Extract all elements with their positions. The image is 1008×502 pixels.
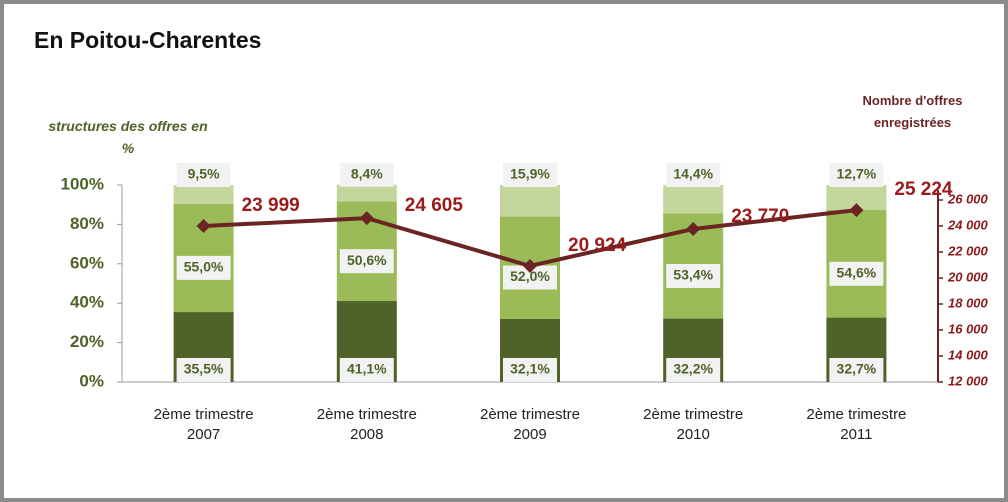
- value-label: 15,9%: [510, 166, 550, 182]
- value-label: 35,5%: [184, 361, 224, 377]
- value-label-box: [339, 162, 394, 187]
- line-value-label: 25 224: [894, 179, 953, 200]
- value-label-box: [829, 358, 884, 382]
- value-label-box: [503, 163, 557, 187]
- y2-tick-label: 24 000: [947, 217, 989, 232]
- y-tick-label: 0%: [79, 371, 104, 390]
- value-label: 32,1%: [510, 361, 550, 377]
- y2-tick-label: 22 000: [947, 243, 989, 258]
- x-tick-label: 2ème trimestre 2007: [153, 406, 254, 443]
- y2-tick-label: 18 000: [948, 295, 989, 310]
- value-label: 9,5%: [188, 166, 220, 182]
- value-label: 12,7%: [837, 166, 877, 182]
- bar-segment: [500, 185, 560, 217]
- value-label: 53,4%: [673, 267, 713, 283]
- line-value-label: 23 770: [731, 206, 789, 227]
- line-marker: [849, 203, 864, 218]
- value-label: 8,4%: [351, 166, 383, 182]
- value-label: 54,6%: [837, 265, 877, 281]
- line-value-label: 20 924: [568, 235, 627, 256]
- value-label-box: [176, 358, 231, 382]
- y2-tick-label: 14 000: [948, 347, 989, 362]
- line-value-label: 24 605: [405, 195, 464, 216]
- value-label-box: [339, 249, 394, 274]
- value-label-box: [829, 261, 884, 286]
- line-value-label: 23 999: [242, 195, 300, 216]
- value-label: 52,0%: [510, 268, 550, 284]
- y2-tick-label: 26 000: [947, 191, 989, 206]
- y2-tick-label: 20 000: [947, 269, 989, 284]
- value-label: 50,6%: [347, 252, 387, 268]
- chart-title: En Poitou-Charentes: [34, 27, 261, 53]
- value-label-box: [176, 163, 231, 187]
- value-label: 55,0%: [184, 259, 224, 275]
- x-tick-label: 2ème trimestre 2010: [643, 406, 744, 443]
- bar-segment: [336, 184, 397, 202]
- value-label: 32,7%: [837, 361, 877, 377]
- y-axis-title: structures des offres en %: [48, 118, 208, 156]
- value-label: 41,1%: [347, 361, 387, 377]
- bar-segment: [663, 185, 724, 214]
- value-label-box: [339, 358, 394, 382]
- y-tick-label: 80%: [70, 214, 104, 233]
- value-label-box: [503, 358, 557, 382]
- y-tick-label: 60%: [70, 253, 104, 272]
- y-tick-label: 20%: [70, 332, 104, 351]
- line-marker: [359, 211, 374, 226]
- y-tick-label: 40%: [70, 293, 104, 312]
- bar-segment: [173, 185, 234, 204]
- value-label: 32,2%: [673, 361, 713, 377]
- line-marker: [686, 221, 701, 236]
- y2-axis-title: Nombre d'offres enregistrées: [862, 93, 963, 130]
- x-tick-label: 2ème trimestre 2008: [316, 406, 417, 443]
- value-label-box: [176, 255, 231, 280]
- value-label-box: [829, 163, 884, 187]
- x-tick-label: 2ème trimestre 2009: [479, 406, 581, 443]
- value-label-box: [666, 263, 721, 288]
- line-marker: [196, 219, 211, 234]
- y2-tick-label: 12 000: [948, 373, 989, 388]
- value-label-box: [666, 163, 721, 187]
- y2-tick-label: 16 000: [948, 321, 989, 336]
- line-marker: [523, 258, 537, 273]
- y-tick-label: 100%: [61, 174, 104, 193]
- x-tick-label: 2ème trimestre 2011: [806, 406, 907, 443]
- value-label-box: [666, 358, 721, 382]
- value-label: 14,4%: [673, 166, 713, 182]
